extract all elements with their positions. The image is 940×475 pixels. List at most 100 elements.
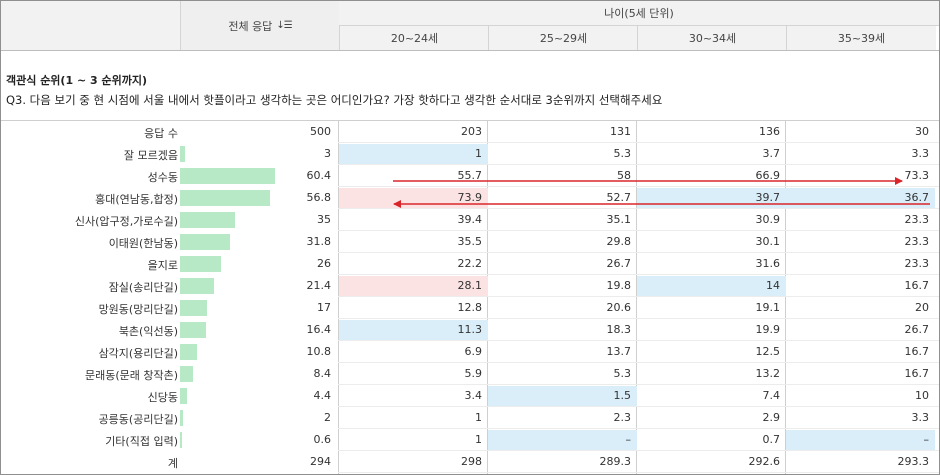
age-cell: 298	[339, 452, 488, 472]
cell-value: 13.7	[606, 345, 632, 358]
cell-value: 6.9	[464, 345, 483, 358]
table-row: 북촌(익선동) 16.4 11.3 18.3 19.9 26.7	[1, 319, 939, 341]
cell-value: 19.1	[755, 301, 781, 314]
age-cell: 2.3	[488, 408, 637, 428]
age-cell: 16.7	[786, 276, 935, 296]
total-bar	[180, 344, 198, 360]
age-cell: 26.7	[786, 320, 935, 340]
age-cell: 2.9	[637, 408, 786, 428]
row-divider	[338, 472, 939, 473]
cell-value: 23.3	[904, 235, 930, 248]
row-label: 이태원(한남동)	[108, 237, 178, 250]
total-value: 26	[317, 257, 331, 270]
row-divider	[338, 450, 939, 451]
age-cell: 30.1	[637, 232, 786, 252]
column-divider	[338, 121, 339, 474]
total-bar	[180, 388, 187, 404]
age-column-30-34[interactable]: 30~34세	[637, 26, 787, 50]
cell-value: 203	[461, 125, 482, 138]
total-value: 8.4	[313, 367, 332, 380]
row-label: 망원동(망리단길)	[98, 303, 178, 316]
total-value: 60.4	[306, 169, 332, 182]
cell-value: 1	[475, 433, 482, 446]
total-bar	[180, 300, 207, 316]
age-cell: –	[488, 430, 637, 450]
age-cell: 1	[339, 144, 488, 164]
cell-value: 30.1	[755, 235, 781, 248]
age-cell: 1.5	[488, 386, 637, 406]
row-divider	[338, 296, 939, 297]
cell-value: 1.5	[613, 389, 632, 402]
row-label: 계	[167, 457, 178, 470]
total-value: 17	[317, 301, 331, 314]
total-value: 500	[310, 125, 331, 138]
sort-desc-icon[interactable]: ↓☰	[276, 20, 292, 31]
cell-value: 29.8	[606, 235, 632, 248]
cell-value: 20.6	[606, 301, 632, 314]
age-cell: –	[786, 430, 935, 450]
age-cell: 28.1	[339, 276, 488, 296]
age-cell: 20	[786, 298, 935, 318]
table-row: 삼각지(용리단길) 10.8 6.9 13.7 12.5 16.7	[1, 341, 939, 363]
total-response-header[interactable]: 전체 응답 ↓☰	[180, 1, 340, 50]
age-cell: 0.7	[637, 430, 786, 450]
row-divider	[338, 406, 939, 407]
age-cell: 30	[786, 122, 935, 142]
column-divider	[785, 121, 786, 474]
total-value: 10.8	[306, 345, 332, 358]
cell-value: 136	[759, 125, 780, 138]
age-cell: 66.9	[637, 166, 786, 186]
cell-value: 20	[915, 301, 929, 314]
age-cell: 20.6	[488, 298, 637, 318]
total-value: 2	[324, 411, 331, 424]
total-value: 31.8	[306, 235, 332, 248]
age-group-header: 나이(5세 단위)	[339, 1, 939, 26]
cell-value: 30	[915, 125, 929, 138]
age-cell: 58	[488, 166, 637, 186]
row-divider	[338, 428, 939, 429]
total-value: 35	[317, 213, 331, 226]
age-cell: 35.5	[339, 232, 488, 252]
cell-value: 292.6	[748, 455, 781, 468]
total-bar	[180, 410, 184, 426]
age-cell: 31.6	[637, 254, 786, 274]
age-cell: 26.7	[488, 254, 637, 274]
total-value: 3	[324, 147, 331, 160]
row-divider	[338, 186, 939, 187]
cell-value: 13.2	[755, 367, 781, 380]
cell-value: 1	[475, 411, 482, 424]
age-cell: 29.8	[488, 232, 637, 252]
cell-value: 16.7	[904, 345, 930, 358]
cell-value: 11.3	[457, 323, 483, 336]
total-bar	[180, 256, 222, 272]
cell-value: 5.3	[613, 367, 632, 380]
row-label: 신당동	[147, 391, 178, 404]
age-column-25-29[interactable]: 25~29세	[488, 26, 638, 50]
age-cell: 5.3	[488, 364, 637, 384]
age-cell: 19.1	[637, 298, 786, 318]
age-cell: 14	[637, 276, 786, 296]
total-bar	[180, 366, 194, 382]
age-cell: 13.7	[488, 342, 637, 362]
cell-value: 18.3	[606, 323, 632, 336]
age-cell: 203	[339, 122, 488, 142]
cell-value: 1	[475, 147, 482, 160]
age-cell: 23.3	[786, 232, 935, 252]
table-row: 망원동(망리단길) 17 12.8 20.6 19.1 20	[1, 297, 939, 319]
total-value: 21.4	[306, 279, 332, 292]
age-cell: 6.9	[339, 342, 488, 362]
cell-value: 26.7	[606, 257, 632, 270]
age-cell: 3.3	[786, 144, 935, 164]
cell-value: 35.1	[606, 213, 632, 226]
age-column-35-39[interactable]: 35~39세	[786, 26, 936, 50]
cell-value: 3.3	[911, 411, 930, 424]
cell-value: 131	[610, 125, 631, 138]
cell-value: 28.1	[457, 279, 483, 292]
cell-value: 5.3	[613, 147, 632, 160]
age-cell: 22.2	[339, 254, 488, 274]
age-column-20-24[interactable]: 20~24세	[339, 26, 489, 50]
age-cell: 36.7	[786, 188, 935, 208]
row-divider	[338, 230, 939, 231]
age-cell: 35.1	[488, 210, 637, 230]
cell-value: 66.9	[755, 169, 781, 182]
